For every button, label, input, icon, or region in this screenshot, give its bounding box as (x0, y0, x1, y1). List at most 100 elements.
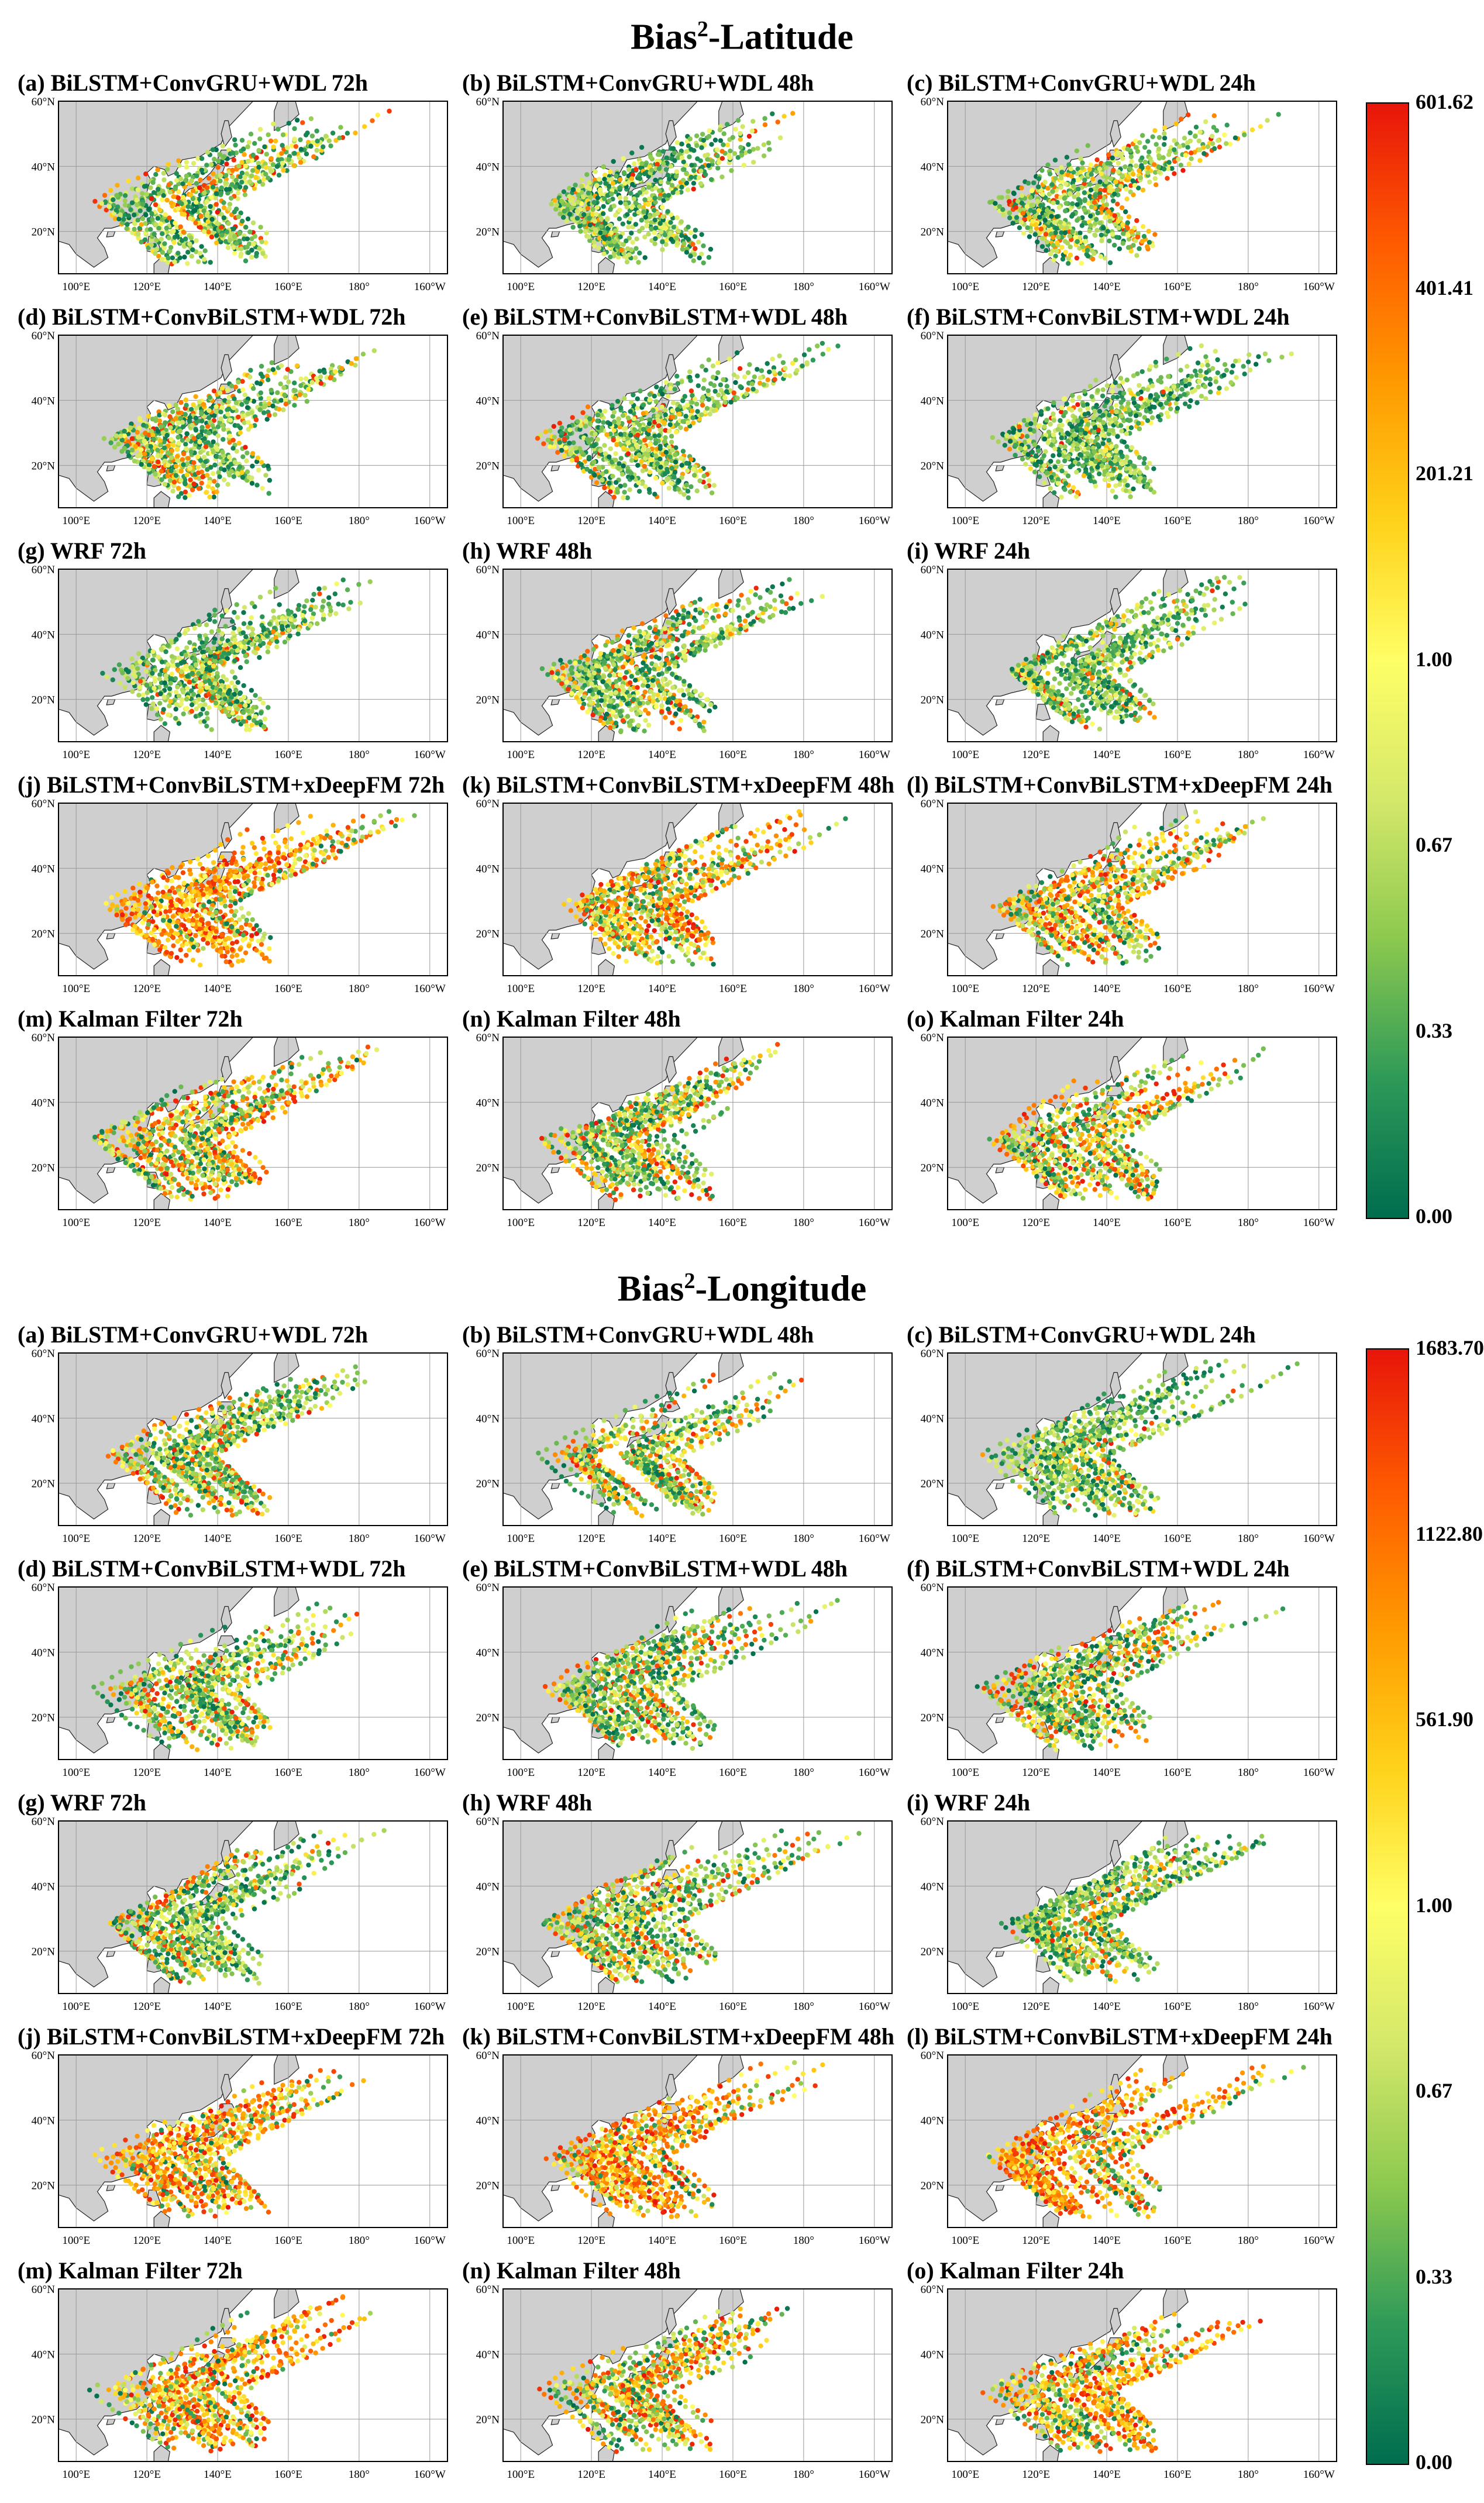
track-point (554, 202, 559, 208)
track-point (1152, 128, 1158, 133)
track-point (149, 242, 154, 247)
track-point (997, 204, 1003, 209)
track-point (621, 436, 626, 442)
track-point (1043, 433, 1049, 438)
track-point (1115, 219, 1121, 224)
track-point (221, 477, 227, 483)
track-point (1222, 362, 1228, 367)
track-point (108, 440, 113, 446)
track-point (1018, 220, 1024, 225)
track-point (1145, 139, 1151, 144)
track-point (1089, 460, 1094, 466)
track-point (656, 188, 662, 194)
track-point (628, 191, 633, 196)
track-point (729, 168, 734, 173)
track-point (623, 195, 628, 201)
track-point (1102, 404, 1107, 409)
track-point (715, 166, 721, 171)
track-point (1094, 184, 1100, 189)
track-point (1112, 458, 1118, 464)
track-point (1142, 456, 1147, 462)
track-point (576, 192, 581, 198)
track-point (1215, 357, 1220, 363)
track-point (243, 225, 249, 230)
track-point (1059, 170, 1065, 175)
track-point (1113, 179, 1119, 184)
track-point (1203, 396, 1208, 401)
track-point (259, 239, 264, 245)
track-point (175, 206, 181, 211)
track-point (279, 157, 284, 162)
track-point (577, 223, 583, 229)
track-point (128, 207, 133, 212)
track-point (642, 234, 648, 240)
track-point (623, 201, 628, 206)
track-point (1209, 133, 1215, 139)
track-point (1133, 144, 1139, 150)
track-point (719, 149, 725, 154)
track-point (672, 387, 677, 392)
track-point (650, 408, 656, 413)
track-point (1104, 383, 1110, 388)
track-point (190, 196, 196, 202)
track-point (598, 216, 604, 222)
track-point (235, 196, 240, 201)
track-point (731, 390, 736, 395)
track-point (800, 363, 805, 369)
track-point (142, 439, 147, 444)
track-point (317, 369, 322, 374)
longitude-tick-label: 120°E (1022, 281, 1050, 293)
track-point (1207, 381, 1213, 387)
track-point (732, 151, 738, 156)
track-point (1082, 190, 1087, 195)
track-point (686, 420, 691, 425)
track-point (653, 476, 659, 481)
track-point (247, 179, 253, 184)
track-point (1104, 175, 1109, 180)
track-point (1142, 415, 1147, 420)
track-point (1098, 448, 1104, 454)
track-point (250, 463, 255, 469)
track-point (257, 136, 263, 142)
track-point (232, 250, 237, 256)
track-point (166, 255, 171, 261)
track-point (217, 474, 222, 480)
track-point (289, 143, 294, 149)
track-point (681, 492, 687, 497)
track-point (1087, 167, 1092, 172)
track-point (659, 404, 665, 409)
track-point (1212, 146, 1217, 152)
track-point (1103, 426, 1108, 432)
track-point (236, 414, 241, 420)
track-point (1083, 431, 1088, 436)
track-point (1082, 388, 1087, 394)
track-point (304, 399, 309, 404)
track-point (292, 151, 297, 156)
track-point (1109, 444, 1114, 449)
track-point (1125, 225, 1130, 231)
track-point (670, 414, 676, 419)
track-point (119, 438, 125, 443)
track-point (715, 400, 720, 405)
track-point (314, 147, 319, 153)
track-point (298, 160, 304, 165)
track-point (595, 412, 601, 418)
track-point (1084, 457, 1089, 463)
track-point (370, 118, 375, 123)
track-point (617, 207, 622, 213)
track-point (1114, 394, 1120, 400)
track-point (591, 243, 597, 249)
track-point (639, 161, 645, 166)
track-point (1088, 223, 1093, 228)
track-point (568, 451, 573, 456)
track-point (1154, 392, 1159, 397)
track-point (638, 388, 643, 394)
land-shape (665, 354, 677, 382)
track-point (752, 374, 757, 380)
track-point (146, 414, 151, 419)
track-point (601, 211, 606, 216)
track-point (626, 225, 631, 230)
track-point (1246, 359, 1251, 364)
track-point (772, 377, 777, 382)
track-point (1085, 143, 1090, 148)
